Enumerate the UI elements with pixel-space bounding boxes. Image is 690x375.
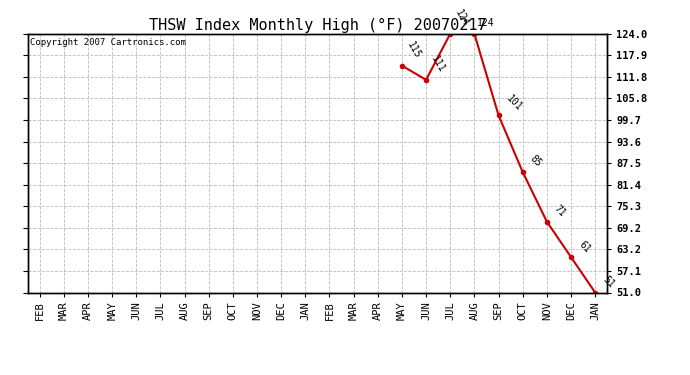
Text: 101: 101 xyxy=(504,93,524,112)
Text: 124: 124 xyxy=(477,18,495,28)
Text: 71: 71 xyxy=(553,204,568,219)
Text: 51: 51 xyxy=(601,274,616,290)
Text: 111: 111 xyxy=(429,54,446,74)
Title: THSW Index Monthly High (°F) 20070217: THSW Index Monthly High (°F) 20070217 xyxy=(148,18,486,33)
Text: Copyright 2007 Cartronics.com: Copyright 2007 Cartronics.com xyxy=(30,38,186,46)
Text: 85: 85 xyxy=(529,154,544,169)
Text: 124: 124 xyxy=(453,8,471,28)
Text: 115: 115 xyxy=(405,40,422,60)
Text: 61: 61 xyxy=(577,239,592,254)
